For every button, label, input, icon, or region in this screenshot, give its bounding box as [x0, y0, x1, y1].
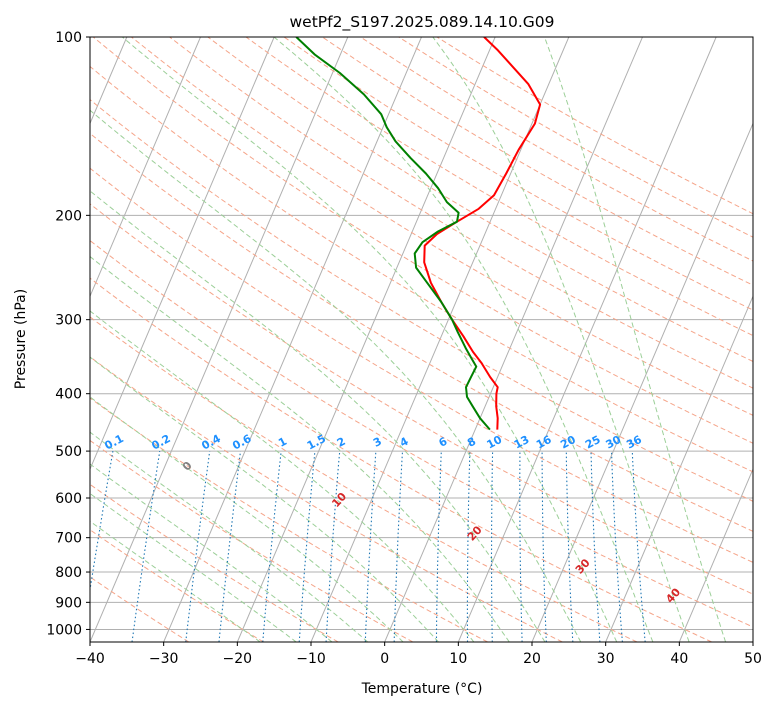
dry-adiabat	[90, 167, 753, 563]
x-tick-label: −20	[223, 651, 253, 667]
isotherm-gridline	[605, 295, 753, 642]
dry-adiabat	[90, 277, 712, 642]
x-tick-label: −30	[149, 651, 179, 667]
dry-adiabat	[90, 132, 753, 532]
x-tick-label: 20	[523, 651, 541, 667]
isotherm-gridline	[678, 467, 753, 642]
mixing-ratio-line	[631, 451, 646, 642]
y-tick-label: 900	[55, 595, 82, 611]
isotherm-gridline	[384, 37, 643, 642]
dry-adiabat	[207, 37, 753, 363]
dry-adiabat	[169, 37, 753, 389]
x-tick-label: 10	[449, 651, 467, 667]
dry-adiabat	[90, 483, 339, 642]
moist-adiabat	[90, 431, 369, 642]
moist-adiabat	[90, 463, 333, 642]
axes: −40 −30 −20 −10 0 10 20 30 40 50 100 200 300 400 500 60…	[46, 30, 762, 667]
mixing-ratio-label: 25	[583, 433, 603, 452]
isotherm-gridline	[90, 37, 201, 298]
x-tick-label: 50	[744, 651, 762, 667]
x-tick-label: −40	[75, 651, 105, 667]
plot-area: -100-90-80-70-60-50-40-30-20-10010203040…	[90, 37, 753, 642]
x-tick-label: 30	[597, 651, 615, 667]
dry-adiabat	[90, 98, 753, 502]
mixing-ratio-line	[262, 451, 282, 642]
isotherm-gridline	[90, 37, 275, 471]
mixing-ratio-label: 36	[624, 433, 644, 452]
mixing-ratio-line	[185, 451, 211, 642]
moist-adiabat	[90, 255, 510, 642]
mixing-ratio-label: 30	[604, 433, 624, 452]
x-tick-label: 0	[380, 651, 389, 667]
y-tick-label: 1000	[46, 622, 82, 638]
moist-adiabat	[273, 37, 654, 642]
mixing-ratio-line	[131, 451, 161, 642]
dry-adiabat	[90, 203, 753, 595]
mixing-ratio-label: 10	[485, 433, 505, 452]
y-tick-label: 800	[55, 565, 82, 581]
y-tick-label: 200	[55, 208, 82, 224]
y-tick-label: 700	[55, 531, 82, 547]
y-tick-label: 100	[55, 30, 82, 46]
dry-adiabat	[90, 356, 563, 642]
dry-adiabat	[245, 37, 753, 337]
dry-adiabat	[90, 529, 264, 642]
y-tick-label: 300	[55, 313, 82, 329]
moist-adiabat	[90, 310, 475, 642]
plot-frame	[89, 36, 754, 643]
x-tick-label: −10	[296, 651, 326, 667]
moist-adiabat	[90, 520, 261, 642]
mixing-ratio-line	[90, 451, 114, 594]
mixing-ratio-line	[218, 451, 242, 642]
dewpoint-trace	[295, 37, 491, 431]
isotherm-gridline	[457, 37, 717, 642]
y-tick-label: 500	[55, 444, 82, 460]
y-tick-label: 400	[55, 387, 82, 403]
mixing-ratio-line	[298, 451, 316, 642]
dry-adiabat	[131, 37, 753, 416]
x-axis-title: Temperature (°C)	[361, 681, 483, 697]
moist-adiabat	[544, 37, 727, 642]
chart-title: wetPf2_S197.2025.089.14.10.G09	[290, 13, 555, 32]
isotherm-gridline	[163, 37, 422, 642]
x-tick-label: 40	[670, 651, 688, 667]
mixing-ratio-label: 13	[512, 433, 532, 452]
moist-adiabat	[90, 356, 439, 642]
y-axis-title: Pressure (hPa)	[13, 289, 29, 389]
moist-adiabat	[432, 37, 690, 642]
isotherm-gridline	[90, 37, 349, 642]
dry-adiabat	[90, 439, 414, 642]
dry-adiabat	[90, 316, 638, 642]
isotherm-gridline	[236, 37, 496, 642]
mixing-ratio-label: 16	[534, 433, 554, 452]
moist-adiabat	[90, 109, 582, 642]
moist-adiabat	[121, 37, 618, 642]
dry-adiabat	[90, 397, 488, 642]
y-tick-label: 600	[55, 491, 82, 507]
mixing-ratio-label: 20	[558, 433, 578, 452]
moist-adiabat	[90, 190, 546, 642]
temperature-trace	[423, 37, 542, 430]
dry-adiabat	[90, 239, 753, 628]
